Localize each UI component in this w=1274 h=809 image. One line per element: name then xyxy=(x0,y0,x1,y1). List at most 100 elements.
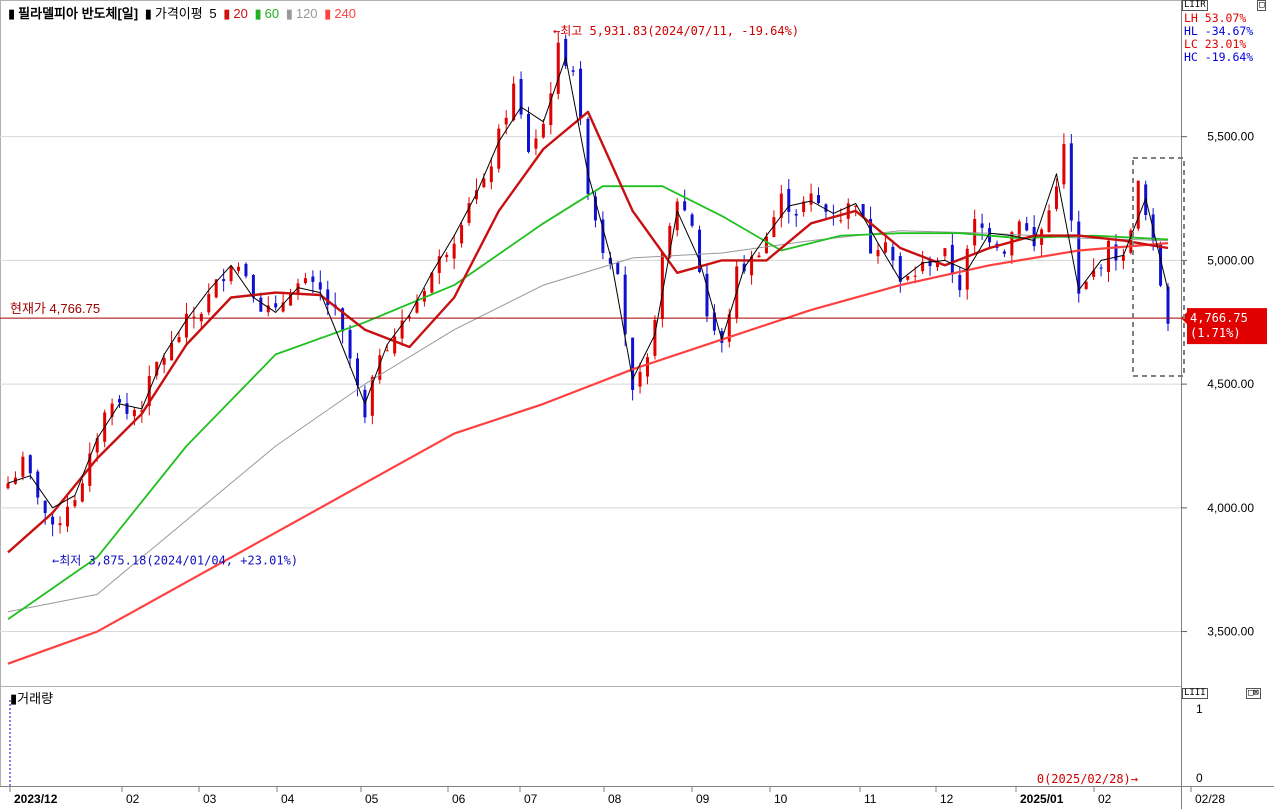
candle-body xyxy=(623,274,627,335)
candle-body xyxy=(1047,210,1051,232)
chart-header: ▮ 필라델피아 반도체[일] ▮ 가격이평 5 ▮ 20 ▮ 60 ▮ 120 ▮ 240 xyxy=(8,3,359,21)
candle-body xyxy=(675,201,679,231)
candle-body xyxy=(869,218,873,254)
candle-body xyxy=(207,294,211,313)
period-120[interactable]: 120 xyxy=(295,6,318,21)
candle-body xyxy=(1017,221,1021,237)
candle-body xyxy=(1121,255,1125,261)
candle-body xyxy=(118,399,122,403)
candle-body xyxy=(876,250,880,257)
candle-body xyxy=(303,278,307,284)
candle-body xyxy=(244,263,248,277)
price-panel-frame xyxy=(0,0,1182,687)
candle-body xyxy=(883,242,887,253)
candle-body xyxy=(237,266,241,271)
candle-body xyxy=(638,371,642,387)
candle-body xyxy=(787,188,791,212)
candle-body xyxy=(660,252,664,319)
candle-body xyxy=(385,350,389,352)
candle-body xyxy=(898,256,902,282)
candle-body xyxy=(58,523,62,526)
stat-hc: HC -19.64% xyxy=(1184,50,1253,64)
candle-body xyxy=(452,243,456,259)
candle-body xyxy=(846,203,850,219)
candle-body xyxy=(430,272,434,293)
candle-body xyxy=(750,256,754,276)
maximize-icon[interactable]: □ xyxy=(1257,0,1267,11)
highlight-box xyxy=(1132,157,1185,377)
indicator-label: 가격이평 xyxy=(154,6,203,21)
candle-body xyxy=(132,409,136,417)
candle-body xyxy=(408,316,412,318)
x-tick-label: 02/28 xyxy=(1195,792,1225,806)
candle-body xyxy=(378,355,382,380)
candle-body xyxy=(1054,186,1058,210)
candle-body xyxy=(355,358,359,386)
candle-body xyxy=(772,217,776,238)
candle-body xyxy=(727,314,731,342)
candle-body xyxy=(28,455,32,474)
candle-body xyxy=(1159,243,1163,286)
candle-body xyxy=(88,453,92,486)
candle-body xyxy=(281,302,285,312)
volume-tick-label: 0 xyxy=(1196,771,1203,785)
candle-body xyxy=(177,337,181,343)
high-annotation: ←최고 5,931.83(2024/07/11, -19.64%) xyxy=(553,24,799,38)
volume-panel-toggle-icon[interactable]: LIII xyxy=(1182,688,1208,699)
period-5[interactable]: 5 xyxy=(209,6,217,21)
candle-body xyxy=(913,275,917,277)
candle-body xyxy=(1092,270,1096,277)
ma60-line xyxy=(7,185,1169,620)
candle-body xyxy=(326,289,330,306)
candle-body xyxy=(906,276,910,280)
candle-body xyxy=(229,266,233,282)
candle-body xyxy=(698,229,702,273)
candle-body xyxy=(1002,251,1006,254)
volume-panel-frame xyxy=(0,686,1182,787)
candle-body xyxy=(779,193,783,218)
volume-restore-icon[interactable]: □⊠ xyxy=(1246,688,1261,699)
period-120-marker-icon: ▮ xyxy=(285,6,293,21)
candle-body xyxy=(125,403,129,414)
y-tick-label: 4,500.00 xyxy=(1207,377,1254,391)
candle-body xyxy=(579,68,583,119)
ma120-line xyxy=(7,230,1169,613)
candle-body xyxy=(274,303,278,308)
candle-body xyxy=(110,403,114,417)
candle-body xyxy=(140,410,144,413)
candle-body xyxy=(854,205,858,207)
current-price-box-value: 4,766.75 xyxy=(1190,311,1248,325)
candle-body xyxy=(43,500,47,514)
period-60[interactable]: 60 xyxy=(264,6,280,21)
candle-body xyxy=(467,203,471,223)
candle-body xyxy=(720,330,724,343)
candle-body xyxy=(653,319,657,356)
candle-body xyxy=(891,246,895,261)
candle-body xyxy=(222,279,226,282)
current-price-box-pct: (1.71%) xyxy=(1190,326,1241,340)
candle-body xyxy=(341,308,345,332)
candle-body xyxy=(794,213,798,216)
panel-toggle-icon[interactable]: LIIR xyxy=(1182,0,1208,11)
candle-body xyxy=(65,506,69,527)
x-tick-label: 11 xyxy=(864,792,877,806)
period-240[interactable]: 240 xyxy=(334,6,357,21)
y-tick-label: 5,500.00 xyxy=(1207,130,1254,144)
candle-body xyxy=(1025,223,1029,231)
candle-body xyxy=(571,70,575,72)
candle-body xyxy=(824,204,828,212)
volume-tick-label: 1 xyxy=(1196,702,1203,716)
y-tick-label: 4,000.00 xyxy=(1207,501,1254,515)
period-20[interactable]: 20 xyxy=(233,6,248,21)
candle-body xyxy=(1077,221,1081,294)
candle-body xyxy=(318,282,322,290)
candle-body xyxy=(251,275,255,298)
candle-body xyxy=(266,305,270,313)
candle-body xyxy=(1062,144,1066,185)
candle-body xyxy=(534,138,538,149)
candle-body xyxy=(757,255,761,258)
x-tick-label: 02 xyxy=(1098,792,1112,806)
period-60-marker-icon: ▮ xyxy=(254,6,262,21)
candle-body xyxy=(817,195,821,204)
